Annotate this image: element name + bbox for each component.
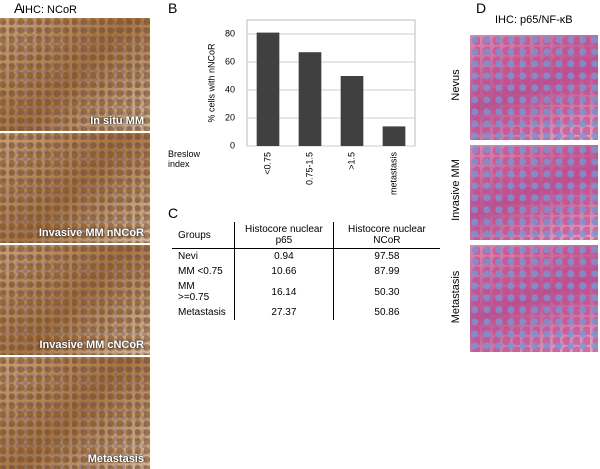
- image-caption: Metastasis: [87, 453, 144, 465]
- table-cell: 27.37: [234, 305, 334, 320]
- bar: [298, 52, 322, 147]
- image-caption-box: Metastasis: [446, 245, 466, 352]
- table-header: Groups Histocore nuclear p65 Histocore nuc…: [172, 222, 440, 249]
- table-row: Metastasis 27.37 50.86: [172, 305, 440, 320]
- panel-title: IHC: p65/NF-κB: [495, 14, 573, 26]
- image-caption: Invasive MM: [450, 159, 462, 221]
- image-caption: Invasive MM nNCoR: [38, 227, 144, 239]
- table-row: MM >=0.75 16.14 50.30: [172, 279, 440, 305]
- table-cell: 50.30: [332, 279, 440, 305]
- y-tick-label: 80: [225, 28, 235, 38]
- x-axis-label: Breslow index: [168, 149, 201, 169]
- table-cell: MM >=0.75: [178, 281, 210, 303]
- table-cell: 97.58: [332, 248, 440, 264]
- micrograph: Invasive MM nNCoR: [0, 133, 150, 243]
- bar: [256, 32, 280, 146]
- image-caption-box: Invasive MM: [446, 145, 466, 240]
- table-cell: MM <0.75: [178, 266, 223, 277]
- bar: [382, 126, 406, 146]
- y-tick-label: 20: [225, 112, 235, 122]
- micrograph: [470, 245, 598, 352]
- x-tick-label: 0.75-1.5: [304, 152, 314, 185]
- header-cell: Groups: [172, 222, 235, 249]
- header-cell: Histocore nuclear p65: [234, 222, 334, 249]
- table-row: Nevi 0.94 97.58: [172, 248, 440, 264]
- image-caption-box: Nevus: [446, 35, 466, 140]
- table-cell: Nevi: [178, 251, 199, 262]
- panel-label: B: [168, 0, 178, 16]
- image-caption: Metastasis: [450, 270, 462, 324]
- micrograph: [470, 145, 598, 240]
- micrograph: Metastasis: [0, 357, 150, 469]
- table-cell: 87.99: [332, 264, 440, 279]
- x-tick-label: metastasis: [388, 152, 398, 196]
- micrograph: In situ MM: [0, 18, 150, 131]
- y-tick-label: 40: [225, 84, 235, 94]
- panel-label: D: [476, 0, 487, 16]
- bar: [340, 76, 364, 146]
- image-caption: Nevus: [450, 69, 462, 101]
- y-tick-label: 0: [230, 140, 235, 150]
- table-cell: Metastasis: [178, 307, 226, 318]
- image-caption: Invasive MM cNCoR: [39, 339, 144, 351]
- table-row: MM <0.75 10.66 87.99: [172, 264, 440, 279]
- table-cell: 16.14: [234, 279, 334, 305]
- table-cell: 10.66: [234, 264, 334, 279]
- x-tick-label: >1.5: [346, 152, 356, 170]
- y-tick-label: 60: [225, 56, 235, 66]
- table-cell: 0.94: [234, 248, 334, 264]
- y-axis-label: % cells with nNCoR: [206, 43, 216, 123]
- panel-label: A: [14, 0, 24, 16]
- table-body: Nevi 0.94 97.58 MM <0.75 10.66 87.99 MM >=0.75…: [172, 248, 440, 320]
- data-table: Groups Histocore nuclear p65 Histocore nuc…: [172, 222, 440, 320]
- header-cell: Histocore nuclear NCoR: [332, 222, 440, 249]
- panel-title: IHC: NCoR: [22, 4, 78, 16]
- bar-chart: % cells with nNCoR 0 20 40 60 80 <0.75 0.75-1.…: [206, 19, 416, 196]
- image-caption: In situ MM: [90, 115, 144, 127]
- micrograph: Invasive MM cNCoR: [0, 245, 150, 355]
- micrograph: [470, 35, 598, 140]
- panel-label: C: [168, 205, 179, 221]
- table-cell: 50.86: [332, 305, 440, 320]
- x-tick-label: <0.75: [262, 152, 272, 175]
